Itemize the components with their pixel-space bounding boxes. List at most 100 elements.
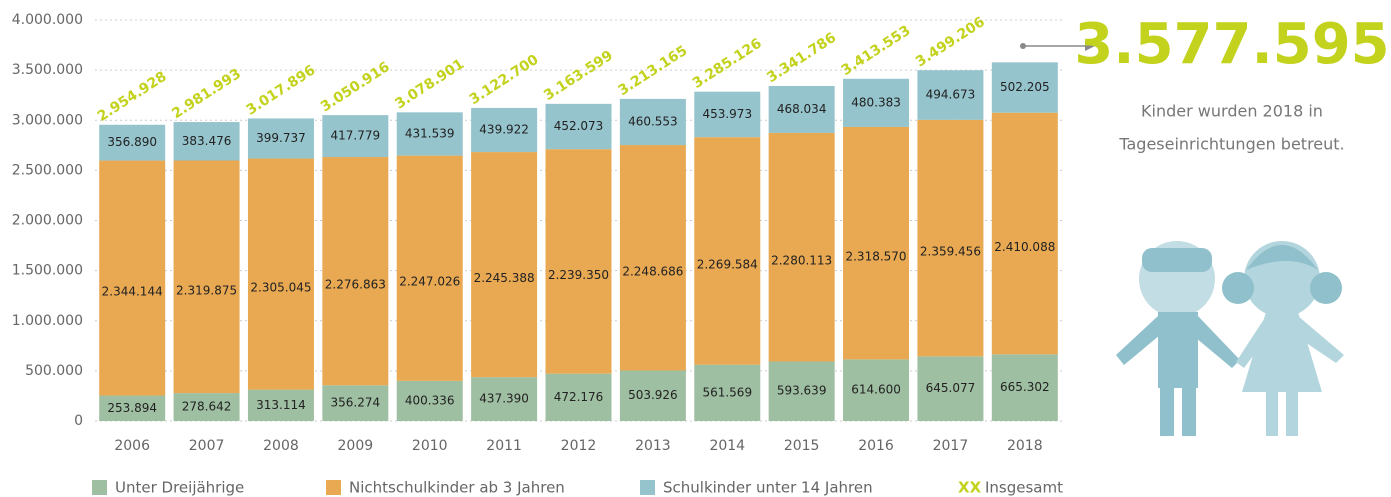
value-label: 2.280.113 <box>771 254 832 268</box>
value-label: 2.319.875 <box>176 283 237 297</box>
value-label: 2.318.570 <box>845 250 906 264</box>
legend-swatch <box>92 480 107 495</box>
bar-segment <box>174 160 240 393</box>
bar-segment <box>992 113 1058 355</box>
value-label: 494.673 <box>926 88 976 102</box>
callout-text: Kinder wurden 2018 in <box>1141 102 1323 121</box>
legend-symbol: XX <box>958 479 982 497</box>
value-label: 2.245.388 <box>474 271 535 285</box>
value-label: 561.569 <box>702 385 752 399</box>
value-label: 593.639 <box>777 384 827 398</box>
value-label: 431.539 <box>405 126 455 140</box>
value-label: 665.302 <box>1000 380 1050 394</box>
chart: Kinder wurden 2018 in Tageseinrichtungen… <box>0 0 1391 497</box>
total-label: 3.163.599 <box>541 48 616 104</box>
value-label: 2.247.026 <box>399 275 460 289</box>
total-callout: 3.577.595 <box>1074 12 1389 77</box>
x-tick-label: 2011 <box>486 438 522 454</box>
y-tick-label: 3.000.000 <box>12 112 83 128</box>
bar-segment <box>694 137 760 365</box>
total-label: 2.981.993 <box>169 66 244 122</box>
total-label: 3.341.786 <box>764 30 839 86</box>
value-label: 453.973 <box>702 107 752 121</box>
legend-label: Unter Dreijährige <box>115 479 244 497</box>
y-tick-label: 4.000.000 <box>12 12 83 28</box>
value-label: 356.890 <box>107 135 157 149</box>
value-label: 614.600 <box>851 383 901 397</box>
value-label: 278.642 <box>182 400 232 414</box>
value-label: 503.926 <box>628 388 678 402</box>
x-tick-label: 2007 <box>189 438 225 454</box>
bar-segment <box>397 156 463 381</box>
value-label: 399.737 <box>256 131 306 145</box>
bar-segment <box>248 159 314 390</box>
total-label: 3.122.700 <box>467 52 542 108</box>
callout-arrow-dot <box>1020 43 1026 49</box>
x-tick-label: 2006 <box>114 438 150 454</box>
y-tick-label: 1.500.000 <box>12 263 83 279</box>
total-label: 3.499.206 <box>913 14 988 70</box>
bar-segment <box>471 152 537 377</box>
value-label: 2.248.686 <box>622 264 683 278</box>
value-label: 2.305.045 <box>250 281 311 295</box>
value-label: 2.276.863 <box>325 278 386 292</box>
x-tick-label: 2008 <box>263 438 299 454</box>
value-label: 2.410.088 <box>994 240 1055 254</box>
value-label: 356.274 <box>331 396 381 410</box>
x-tick-label: 2018 <box>1007 438 1043 454</box>
page: Kinder wurden 2018 in Tageseinrichtungen… <box>0 0 1391 497</box>
y-tick-label: 0 <box>74 413 83 429</box>
value-label: 437.390 <box>479 392 529 406</box>
value-label: 253.894 <box>107 401 157 415</box>
value-label: 417.779 <box>331 129 381 143</box>
y-tick-label: 1.000.000 <box>12 313 83 329</box>
legend-label: Insgesamt <box>985 479 1063 497</box>
x-tick-label: 2013 <box>635 438 671 454</box>
value-label: 452.073 <box>554 119 604 133</box>
bar-segment <box>322 157 388 385</box>
value-label: 480.383 <box>851 95 901 109</box>
value-label: 2.359.456 <box>920 245 981 259</box>
value-label: 460.553 <box>628 114 678 128</box>
children-illustration <box>1116 241 1344 436</box>
value-label: 472.176 <box>554 390 604 404</box>
legend-swatch <box>326 480 341 495</box>
x-tick-label: 2016 <box>858 438 894 454</box>
y-tick-label: 2.500.000 <box>12 162 83 178</box>
value-label: 2.239.350 <box>548 268 609 282</box>
legend-label: Schulkinder unter 14 Jahren <box>663 479 873 497</box>
y-tick-label: 500.000 <box>25 363 83 379</box>
callout-text: Tageseinrichtungen betreut. <box>1118 135 1344 154</box>
y-tick-label: 3.500.000 <box>12 62 83 78</box>
bar-segment <box>843 127 909 359</box>
bar-segment <box>620 145 686 370</box>
value-label: 645.077 <box>926 381 976 395</box>
x-tick-label: 2010 <box>412 438 448 454</box>
value-label: 383.476 <box>182 134 232 148</box>
total-label: 3.017.896 <box>244 62 319 118</box>
x-tick-label: 2012 <box>561 438 597 454</box>
value-label: 313.114 <box>256 398 306 412</box>
x-tick-label: 2017 <box>933 438 969 454</box>
value-label: 468.034 <box>777 102 827 116</box>
total-label: 3.285.126 <box>690 35 765 91</box>
total-label: 3.050.916 <box>318 59 393 115</box>
value-label: 2.344.144 <box>102 285 163 299</box>
x-tick-label: 2009 <box>338 438 374 454</box>
y-tick-label: 2.000.000 <box>12 213 83 229</box>
bar-segment <box>917 120 983 357</box>
legend-swatch <box>640 480 655 495</box>
value-label: 502.205 <box>1000 80 1050 94</box>
legend-label: Nichtschulkinder ab 3 Jahren <box>349 479 565 497</box>
x-tick-label: 2014 <box>709 438 745 454</box>
value-label: 2.269.584 <box>697 257 758 271</box>
value-label: 400.336 <box>405 393 455 407</box>
x-tick-label: 2015 <box>784 438 820 454</box>
value-label: 439.922 <box>479 123 529 137</box>
total-label: 3.078.901 <box>392 56 467 112</box>
bar-segment <box>546 149 612 373</box>
bar-segment <box>99 161 165 396</box>
bar-segment <box>769 133 835 362</box>
total-label: 2.954.928 <box>95 69 170 125</box>
total-label: 3.213.165 <box>615 43 690 99</box>
